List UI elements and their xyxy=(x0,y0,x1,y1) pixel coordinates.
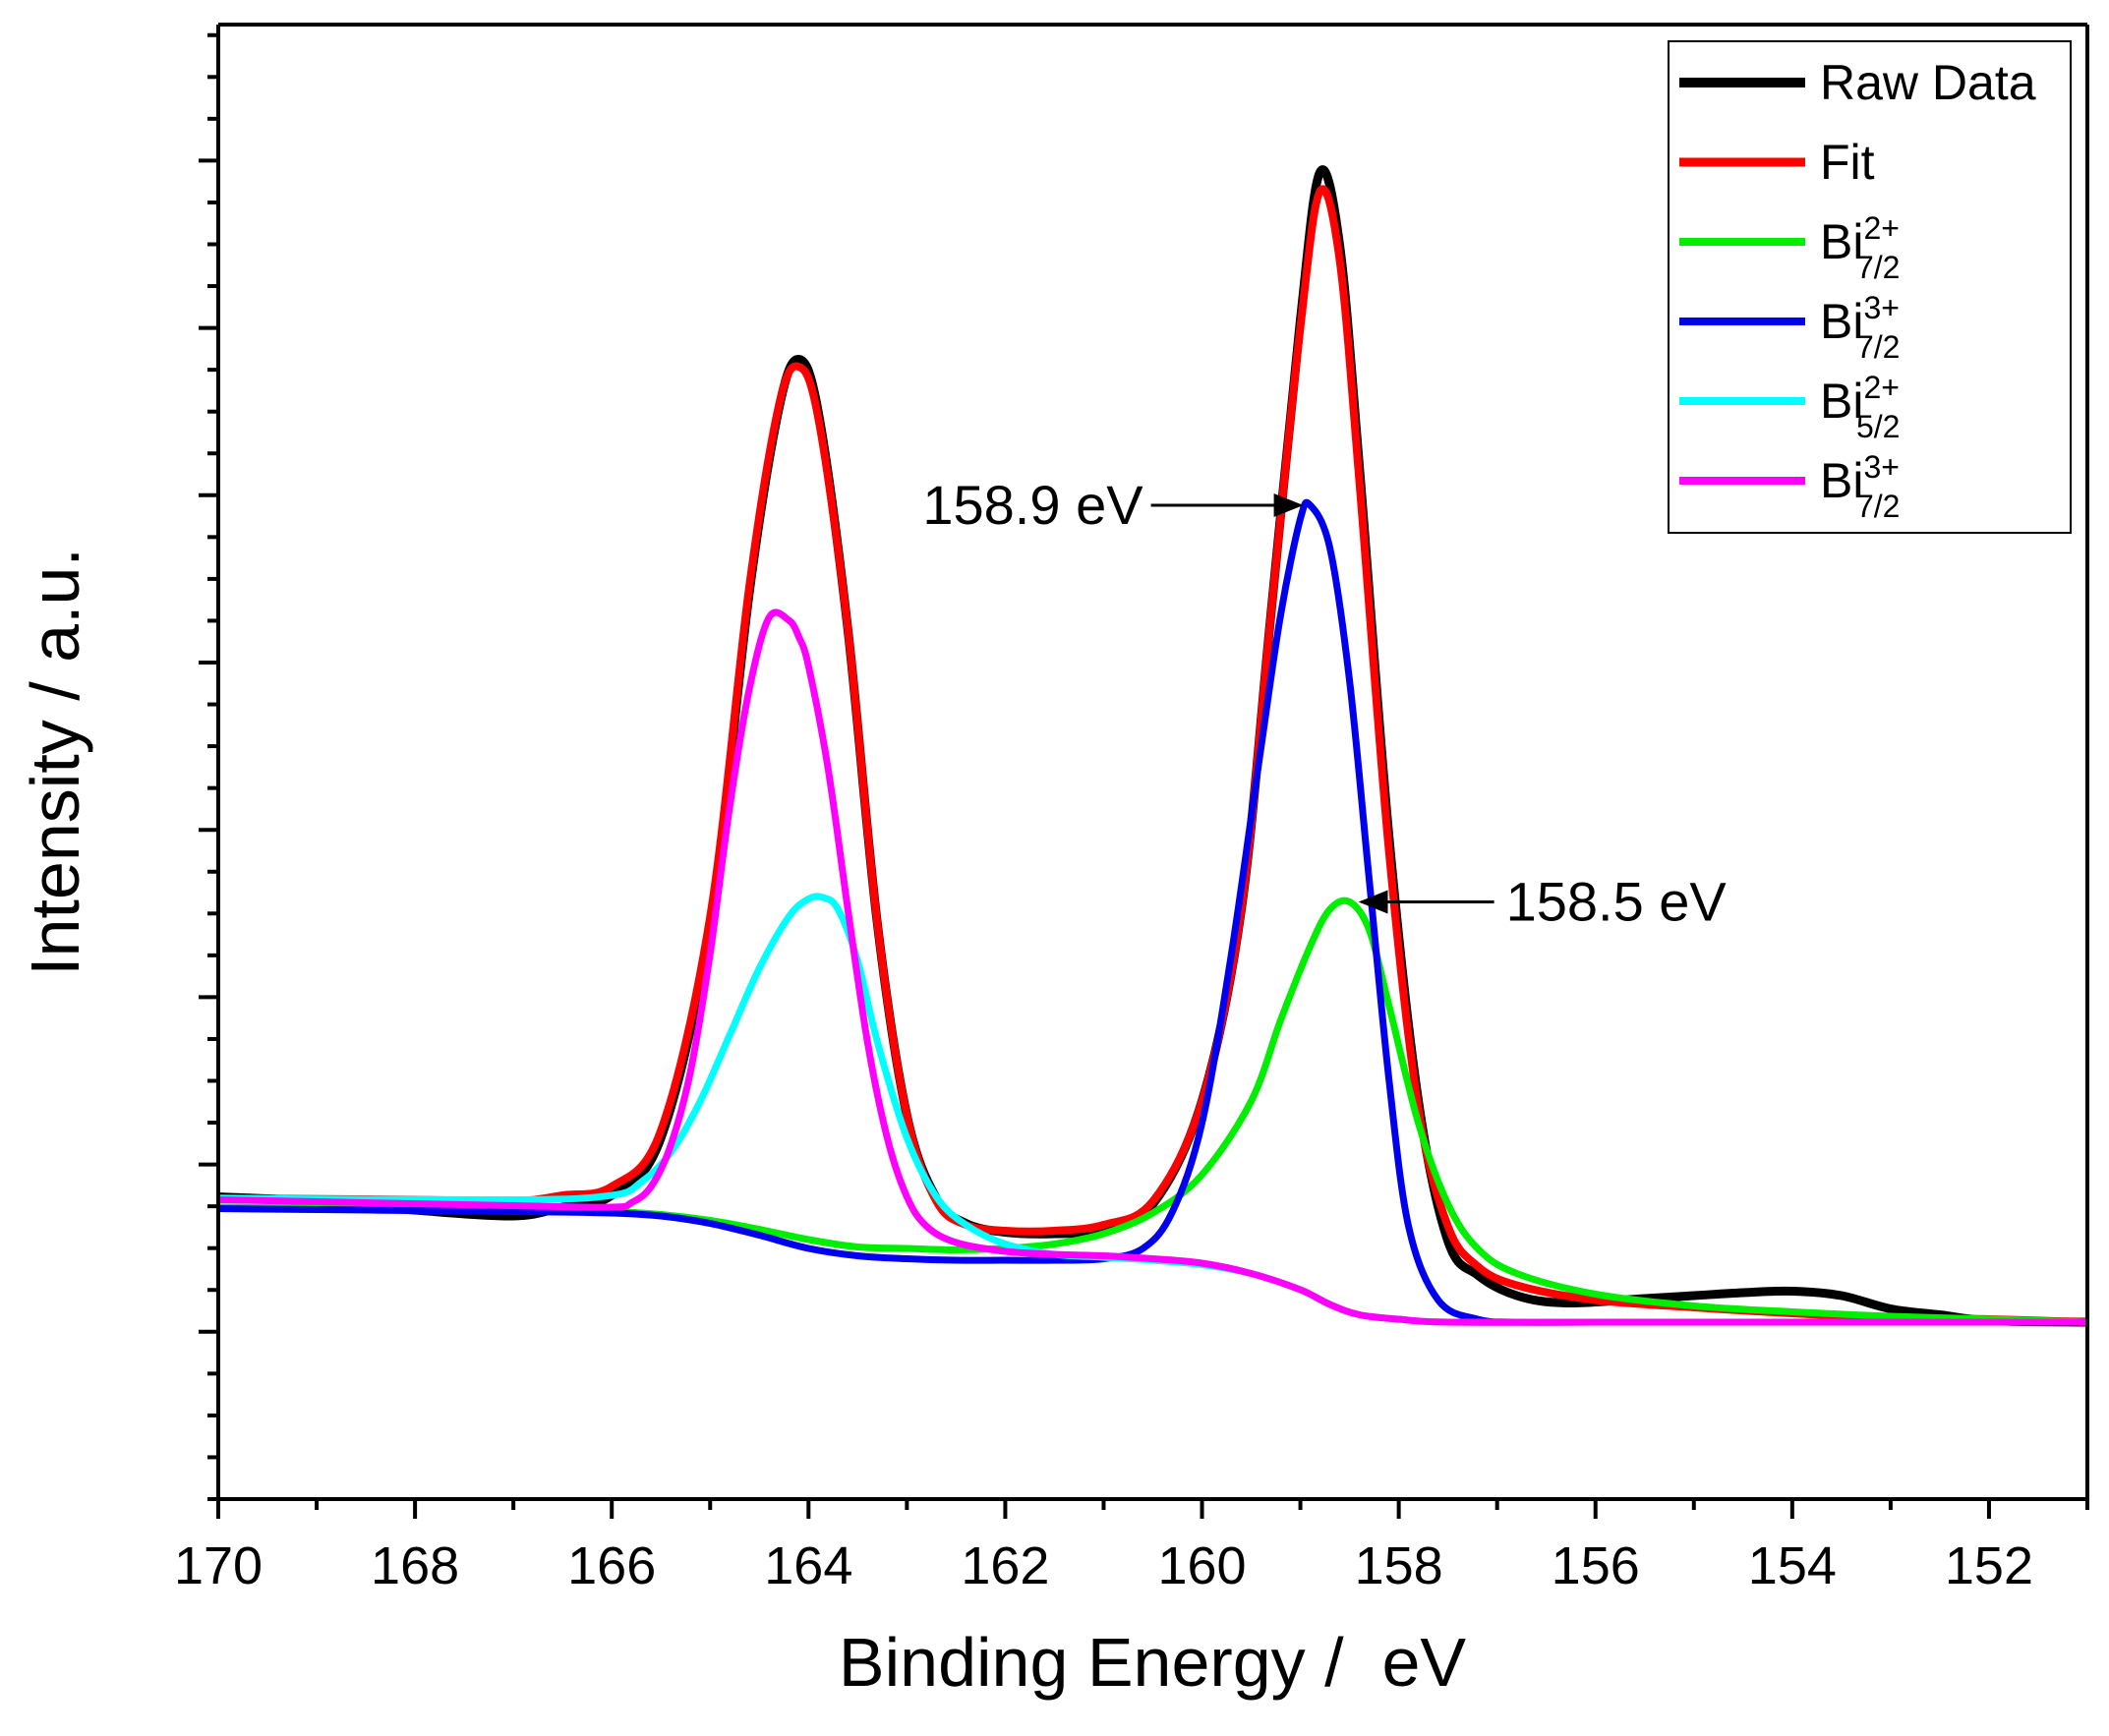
plot-frame xyxy=(216,23,2089,1501)
legend-label: Raw Data xyxy=(1820,55,2036,110)
x-tick-label: 166 xyxy=(567,1536,656,1595)
x-axis-ticks: 170 168 166 164 162 160 158 156 154 152 xyxy=(174,1499,2089,1595)
annotation-layer: 158.9 eV 158.5 eV xyxy=(922,474,1727,933)
series-layer xyxy=(218,165,2087,1327)
annotation-label: 158.9 eV xyxy=(922,474,1143,536)
x-tick-label: 168 xyxy=(371,1536,459,1595)
series-line-3 xyxy=(218,897,2087,1326)
x-tick-label: 156 xyxy=(1552,1536,1640,1595)
x-tick-label: 154 xyxy=(1748,1536,1837,1595)
x-tick-label: 158 xyxy=(1355,1536,1443,1595)
legend-label: Fit xyxy=(1820,135,1875,190)
x-axis-label: Binding Energy / eV xyxy=(839,1624,1466,1701)
x-tick-label: 170 xyxy=(174,1536,263,1595)
legend-label: Bi2+ 5/2 xyxy=(1820,370,1900,444)
x-tick-label: 164 xyxy=(764,1536,852,1595)
x-tick-label: 162 xyxy=(961,1536,1049,1595)
series-line-2 xyxy=(218,185,2087,1326)
legend-label: Bi2+ 7/2 xyxy=(1820,210,1900,285)
legend-label: Bi3+ 7/2 xyxy=(1820,449,1900,524)
x-tick-label: 160 xyxy=(1157,1536,1246,1595)
legend-label: Bi3+ 7/2 xyxy=(1820,290,1900,365)
legend-box xyxy=(1668,40,2072,534)
series-line-6 xyxy=(218,608,2087,1326)
annotation-label: 158.5 eV xyxy=(1506,871,1728,933)
y-axis-ticks xyxy=(199,32,218,1501)
x-tick-label: 152 xyxy=(1945,1536,2033,1595)
y-axis-label: Intensity / a.u. xyxy=(17,548,93,976)
